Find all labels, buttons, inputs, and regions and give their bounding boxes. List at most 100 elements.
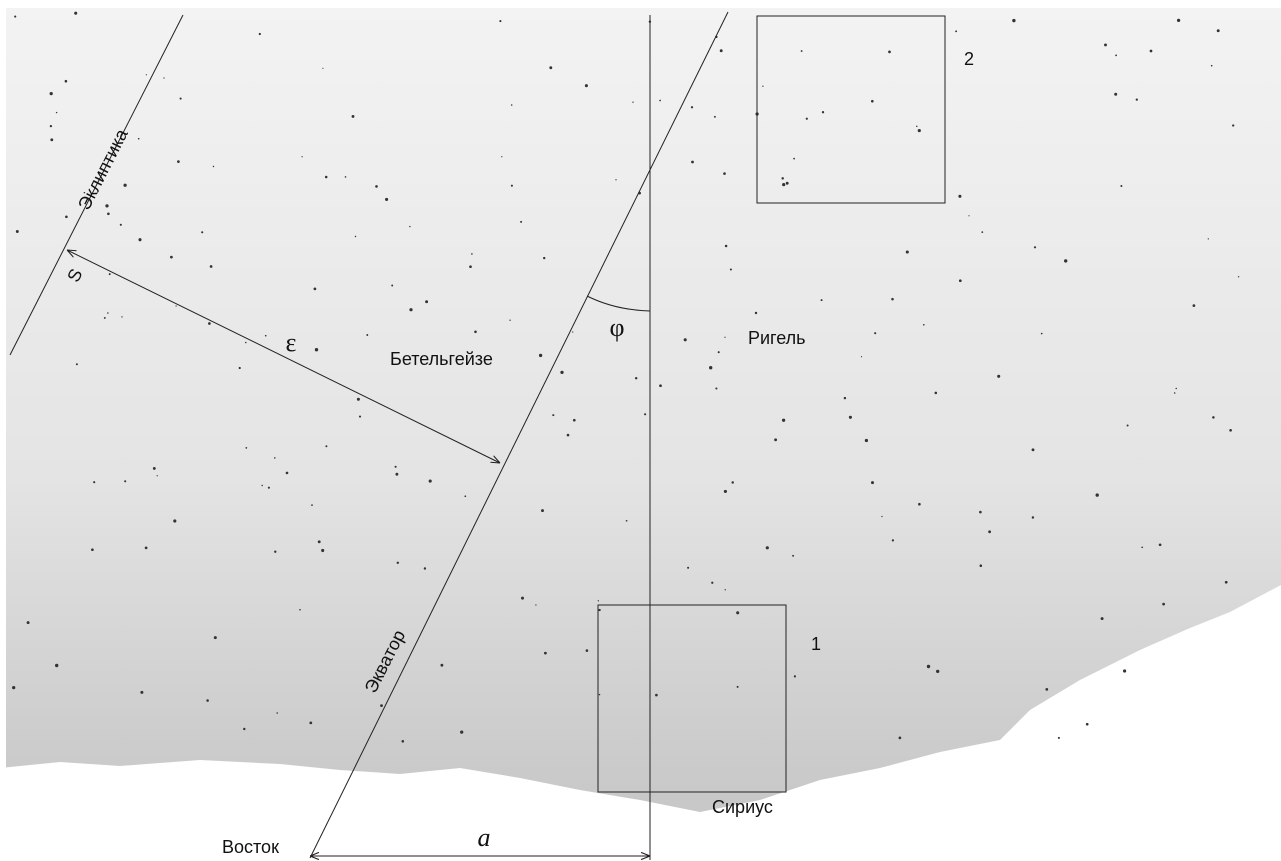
star [358,415,362,418]
star [140,690,144,694]
star [793,675,797,678]
star [655,693,658,697]
star [258,32,261,36]
star [152,466,156,470]
equator-line [309,11,729,859]
star [1162,602,1165,606]
phi-label: φ [609,313,624,342]
star [123,183,127,187]
star [325,445,328,448]
star [955,30,958,33]
star [245,447,248,449]
star [509,319,511,321]
star [313,287,317,291]
star [659,384,662,388]
star [719,49,723,53]
star [49,91,53,96]
star [1141,546,1144,549]
star [683,338,687,342]
star [724,244,728,248]
star [64,79,68,83]
star [1095,493,1099,497]
star [510,184,513,187]
star [351,114,355,118]
star [717,351,720,354]
star [1064,259,1068,263]
star [820,299,823,302]
star [981,231,984,233]
star [238,366,241,370]
star [1135,98,1138,101]
star [792,554,795,557]
star [821,111,825,114]
betelgeuse-label: Бетельгейзе [390,349,493,369]
star [729,268,732,271]
star [394,465,397,468]
star [14,15,17,18]
star [538,353,543,358]
star [781,177,784,180]
star [644,413,647,416]
star [520,220,523,223]
star [354,235,357,238]
ecliptic-line [9,14,184,356]
star [1045,688,1049,691]
box-2-label: 2 [964,49,974,69]
star [572,418,576,422]
star [979,564,983,567]
star [535,604,537,606]
star [585,649,589,652]
star [805,117,808,120]
star [299,608,301,611]
star [1176,18,1181,23]
star [385,197,389,201]
star [1175,387,1177,390]
star [723,172,726,175]
star [690,106,694,109]
star [905,250,909,254]
star [1120,184,1123,188]
star [597,600,599,602]
star [65,215,68,219]
star [1224,580,1228,584]
star [1031,448,1035,452]
star [521,596,524,600]
star [499,20,502,23]
star [138,238,142,242]
star [15,230,19,233]
star [264,334,267,337]
star [26,621,30,625]
star [163,77,165,79]
star [723,489,727,493]
star [1012,18,1016,23]
star [74,11,78,15]
star [724,589,726,591]
star [460,730,464,734]
star [309,721,313,725]
star [874,332,877,335]
star [958,279,962,283]
star [864,438,869,443]
star [988,530,992,534]
star [1232,124,1235,127]
phi-arc [586,295,651,312]
star [1104,43,1107,47]
star [121,316,123,318]
star [1123,669,1127,673]
star [173,519,177,523]
star [321,548,325,553]
star [471,253,473,255]
foreground [0,585,1281,861]
epsilon-arrow [67,250,500,463]
star [552,414,555,417]
star [615,179,617,181]
star [918,502,921,506]
star [731,481,734,484]
star [765,546,769,550]
star [1158,543,1162,547]
star [871,99,874,103]
star [12,685,16,690]
star [91,548,94,552]
star [276,712,278,714]
star [1229,428,1232,432]
